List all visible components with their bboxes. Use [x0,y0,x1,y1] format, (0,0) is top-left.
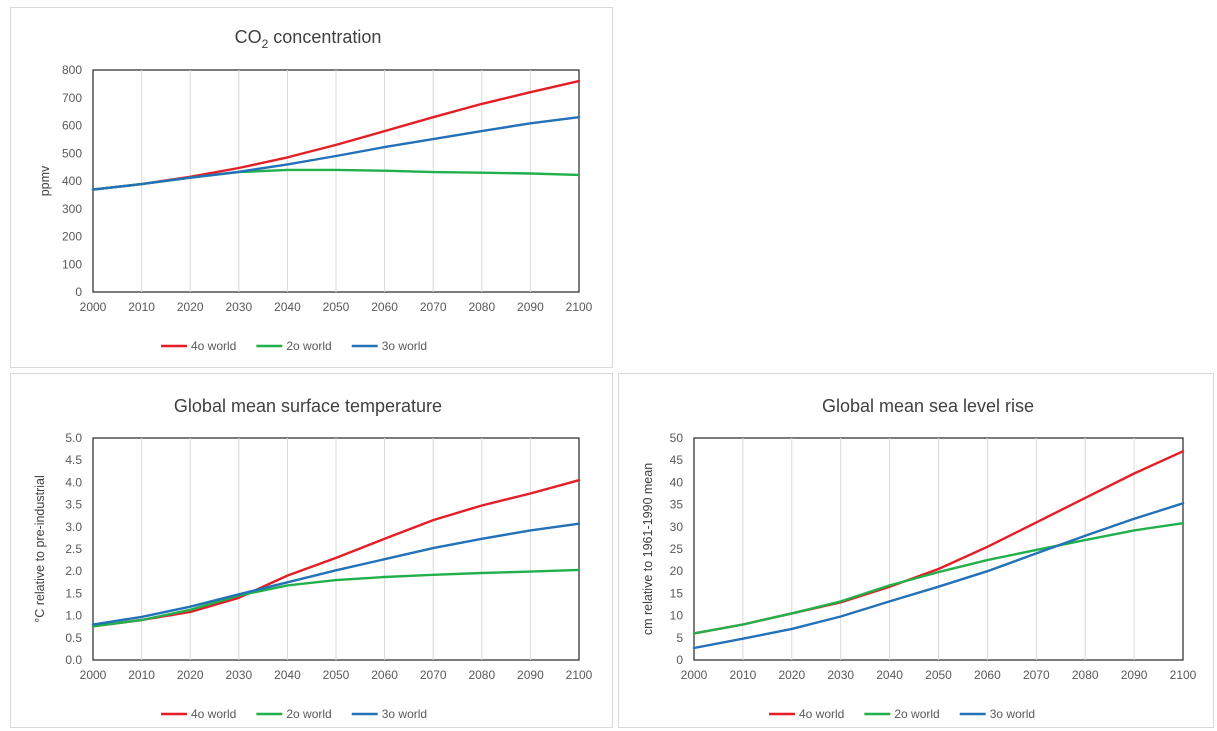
surface-temperature-chart-panel: Global mean surface temperature 2000 2010 2… [10,373,613,728]
y-axis-label: °C relative to pre-industrial [33,475,47,622]
y-tick-label: 0.5 [65,631,82,645]
x-tick-label: 2090 [1121,668,1148,682]
chart-title: CO2 concentration [235,27,382,51]
y-tick-label: 20 [670,564,684,578]
legend-label-3o-world: 3o world [382,707,427,721]
y-tick-label: 3.5 [65,498,82,512]
y-tick-label: 30 [670,520,684,534]
x-tick-label: 2020 [778,668,805,682]
y-tick-label: 15 [670,586,684,600]
sea-level-rise-chart-panel: Global mean sea level rise 2000 2010 2020 20… [618,373,1214,728]
x-tick-label: 2030 [225,668,252,682]
y-tick-label: 100 [62,257,82,271]
series-line-3o-world [91,522,581,626]
y-tick-label: 25 [670,542,684,556]
legend-label-4o-world: 4o world [799,707,844,721]
y-tick-label: 45 [670,453,684,467]
y-tick-label: 0 [75,285,82,299]
y-axis-label: cm relative to 1961-1990 mean [641,463,655,635]
y-tick-label: 800 [62,63,82,77]
x-tick-label: 2080 [1072,668,1099,682]
x-tick-label: 2050 [323,668,350,682]
y-tick-label: 500 [62,146,82,160]
y-tick-label: 35 [670,498,684,512]
series-line-2o-world [692,521,1185,635]
y-tick-label: 40 [670,475,684,489]
x-tick-label: 2010 [128,300,155,314]
x-tick-label: 2060 [371,300,398,314]
y-tick-label: 3.0 [65,520,82,534]
series-line-3o-world [91,115,581,191]
x-tick-label: 2100 [566,300,593,314]
legend-label-3o-world: 3o world [990,707,1035,721]
x-tick-label: 2040 [876,668,903,682]
y-tick-label: 0 [676,653,683,667]
legend-label-4o-world: 4o world [191,339,236,353]
x-tick-label: 2100 [566,668,593,682]
y-tick-label: 10 [670,609,684,623]
y-tick-label: 4.5 [65,453,82,467]
x-tick-label: 2010 [128,668,155,682]
x-tick-label: 2030 [225,300,252,314]
y-tick-label: 1.0 [65,609,82,623]
x-tick-label: 2040 [274,300,301,314]
y-tick-label: 300 [62,202,82,216]
series-line-4o-world [91,478,581,628]
series-line-3o-world [692,502,1185,650]
x-tick-label: 2030 [827,668,854,682]
y-axis-label: ppmv [38,165,52,196]
y-tick-label: 1.5 [65,586,82,600]
x-tick-label: 2040 [274,668,301,682]
x-tick-label: 2070 [420,668,447,682]
x-tick-label: 2000 [80,668,107,682]
x-tick-label: 2000 [80,300,107,314]
y-tick-label: 400 [62,174,82,188]
legend-label-2o-world: 2o world [286,707,331,721]
chart-title-rest: concentration [268,27,381,47]
y-tick-label: 50 [670,431,684,445]
y-tick-label: 2.0 [65,564,82,578]
x-tick-label: 2050 [323,300,350,314]
chart-title: Global mean surface temperature [174,396,442,416]
legend-label-3o-world: 3o world [382,339,427,353]
x-tick-label: 2050 [925,668,952,682]
x-tick-label: 2000 [681,668,708,682]
x-tick-label: 2090 [517,300,544,314]
co2-concentration-chart-panel: CO2 concentration 2000 2010 2020 2030 2040 205… [10,7,613,368]
y-tick-label: 200 [62,230,82,244]
y-tick-label: 600 [62,119,82,133]
legend-label-4o-world: 4o world [191,707,236,721]
legend-label-2o-world: 2o world [286,339,331,353]
chart-title-subscript: 2 [262,37,269,51]
legend-label-2o-world: 2o world [894,707,939,721]
y-tick-label: 2.5 [65,542,82,556]
y-tick-label: 0.0 [65,653,82,667]
y-tick-label: 5 [676,631,683,645]
x-tick-label: 2010 [730,668,757,682]
chart-title: Global mean sea level rise [822,396,1034,416]
surface-temperature-chart: Global mean surface temperature 2000 2010 2… [33,396,593,721]
y-tick-label: 5.0 [65,431,82,445]
series-line-2o-world [91,568,581,628]
x-tick-label: 2060 [371,668,398,682]
x-tick-label: 2090 [517,668,544,682]
x-tick-label: 2060 [974,668,1001,682]
x-tick-label: 2070 [420,300,447,314]
x-tick-label: 2100 [1170,668,1197,682]
x-tick-label: 2080 [468,668,495,682]
x-tick-label: 2020 [177,668,204,682]
x-tick-label: 2070 [1023,668,1050,682]
x-tick-label: 2020 [177,300,204,314]
y-tick-label: 4.0 [65,475,82,489]
y-tick-label: 700 [62,91,82,105]
x-tick-label: 2080 [468,300,495,314]
